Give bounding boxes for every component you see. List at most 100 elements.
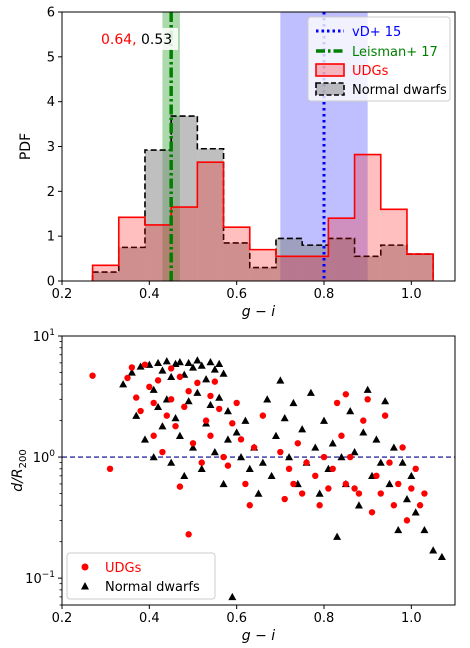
udg-point-0 [89,372,96,379]
normal-dwarf-point-27 [193,388,202,396]
bottom-legend: UDGs Normal dwarfs [66,552,216,600]
udg-point-30 [224,462,232,469]
normal-dwarf-point-39 [219,479,228,488]
udg-point-1 [106,465,114,473]
normal-dwarf-point-9 [154,402,163,411]
normal-dwarf-point-45 [241,416,250,424]
normal-dwarf-point-34 [210,365,219,373]
normal-dwarf-point-15 [167,458,176,466]
normal-dwarf-point-36 [215,359,224,367]
y-tick-label: 101 [33,328,55,345]
legend-normal-swatch [315,82,345,96]
normal-dwarf-point-26 [193,356,202,364]
udg-point-50 [333,399,341,407]
udg-point-36 [250,444,258,451]
normal-dwarf-point-30 [202,375,211,383]
udg-point-65 [395,480,402,488]
normal-dwarfs-bar-4 [197,148,224,281]
normal-dwarf-point-7 [149,453,158,461]
normal-dwarf-point-42 [228,592,237,601]
normal-dwarf-point-83 [407,471,416,480]
normal-dwarf-point-76 [376,458,385,466]
udg-point-16 [176,373,184,381]
udg-point-9 [150,432,157,439]
udg-point-25 [207,392,214,400]
udg-point-45 [312,472,319,480]
udg-point-57 [360,417,367,424]
normal-dwarf-point-12 [162,357,171,365]
udg-point-63 [386,459,393,466]
normal-dwarfs-bar-5 [223,242,250,281]
udg-point-34 [242,480,249,488]
annotation-normal: 0.53 [141,32,172,48]
normal-dwarf-point-33 [206,400,215,409]
udg-point-41 [290,480,297,488]
normal-dwarfs-outline [91,115,434,281]
udg-point-38 [277,448,284,456]
normal-dwarfs-bar-0 [92,272,119,281]
normal-dwarfs-bar-8 [302,245,329,281]
normal-dwarf-point-4 [140,435,149,443]
udgs-bar-4 [197,162,224,281]
y-tick-label: 0 [47,275,55,290]
udg-point-53 [342,480,350,488]
legend-box [307,16,451,102]
bottom-axes: 0.2 0.4 0.6 0.8 1.0 10−1 100 101 g − i d/R200 [10,328,456,644]
udgs-bar-3 [171,207,198,281]
udg-point-15 [172,422,179,430]
normal-dwarf-point-72 [359,428,368,436]
udg-point-17 [176,483,184,490]
udg-point-44 [303,459,310,466]
normal-dwarf-point-43 [232,428,241,436]
normal-dwarf-point-14 [167,372,176,381]
udgs-outline [91,153,434,281]
normal-dwarf-point-80 [394,525,403,534]
udg-point-64 [390,502,398,509]
normal-dwarfs-bar-11 [380,245,407,281]
y-tick-label: 3 [47,140,55,155]
x-axis-label: g − i [242,628,276,644]
normal-dwarf-point-6 [149,385,158,393]
udg-point-51 [338,432,345,439]
udg-point-32 [233,399,240,407]
normal-dwarf-point-70 [350,448,359,456]
udg-point-68 [408,485,415,492]
udgs-bar-5 [223,227,250,281]
udg-point-49 [329,465,336,473]
normal-dwarf-point-10 [158,366,167,374]
plot-frame [61,335,456,606]
udg-point-40 [285,465,293,473]
x-tick-label: 0.8 [314,287,335,302]
normal-dwarf-point-75 [372,435,381,443]
udg-point-55 [351,485,358,492]
x-tick-label: 1.0 [401,611,422,626]
udgs-bar-2 [144,224,172,281]
udg-point-4 [133,394,140,401]
normal-dwarf-point-50 [263,395,272,403]
udg-point-26 [207,432,214,439]
legend-udg-marker [81,563,89,571]
normal-dwarf-point-62 [315,489,324,497]
udg-point-58 [364,396,371,403]
normal-dwarf-point-52 [271,431,280,439]
udg-point-61 [377,490,384,497]
normal-dwarf-point-49 [258,458,267,466]
udg-point-8 [150,399,157,407]
normal-dwarf-point-41 [223,435,232,443]
normal-dwarf-point-25 [189,443,197,451]
y-axis-label: d/R200 [10,449,29,491]
udg-point-60 [373,472,380,480]
x-axis-label: g − i [242,304,276,320]
normal-dwarfs-bar-10 [354,256,381,281]
top-chart-histogram: 0.2 0.4 0.6 0.8 1.0 0 1 2 3 4 5 6 g − i PDF 0.64, 0.5… [18,6,456,320]
udg-point-54 [347,453,354,461]
udg-point-6 [141,361,149,368]
udgs-bar-6 [249,249,276,281]
normal-dwarf-point-56 [289,398,298,407]
normal-dwarfs-bar-1 [118,247,145,281]
normal-dwarf-point-60 [306,388,315,396]
x-tick-label: 0.2 [52,611,73,626]
udg-point-11 [159,448,166,456]
annotation-udg: 0.64, [101,32,137,48]
normal-dwarf-point-28 [197,361,206,369]
